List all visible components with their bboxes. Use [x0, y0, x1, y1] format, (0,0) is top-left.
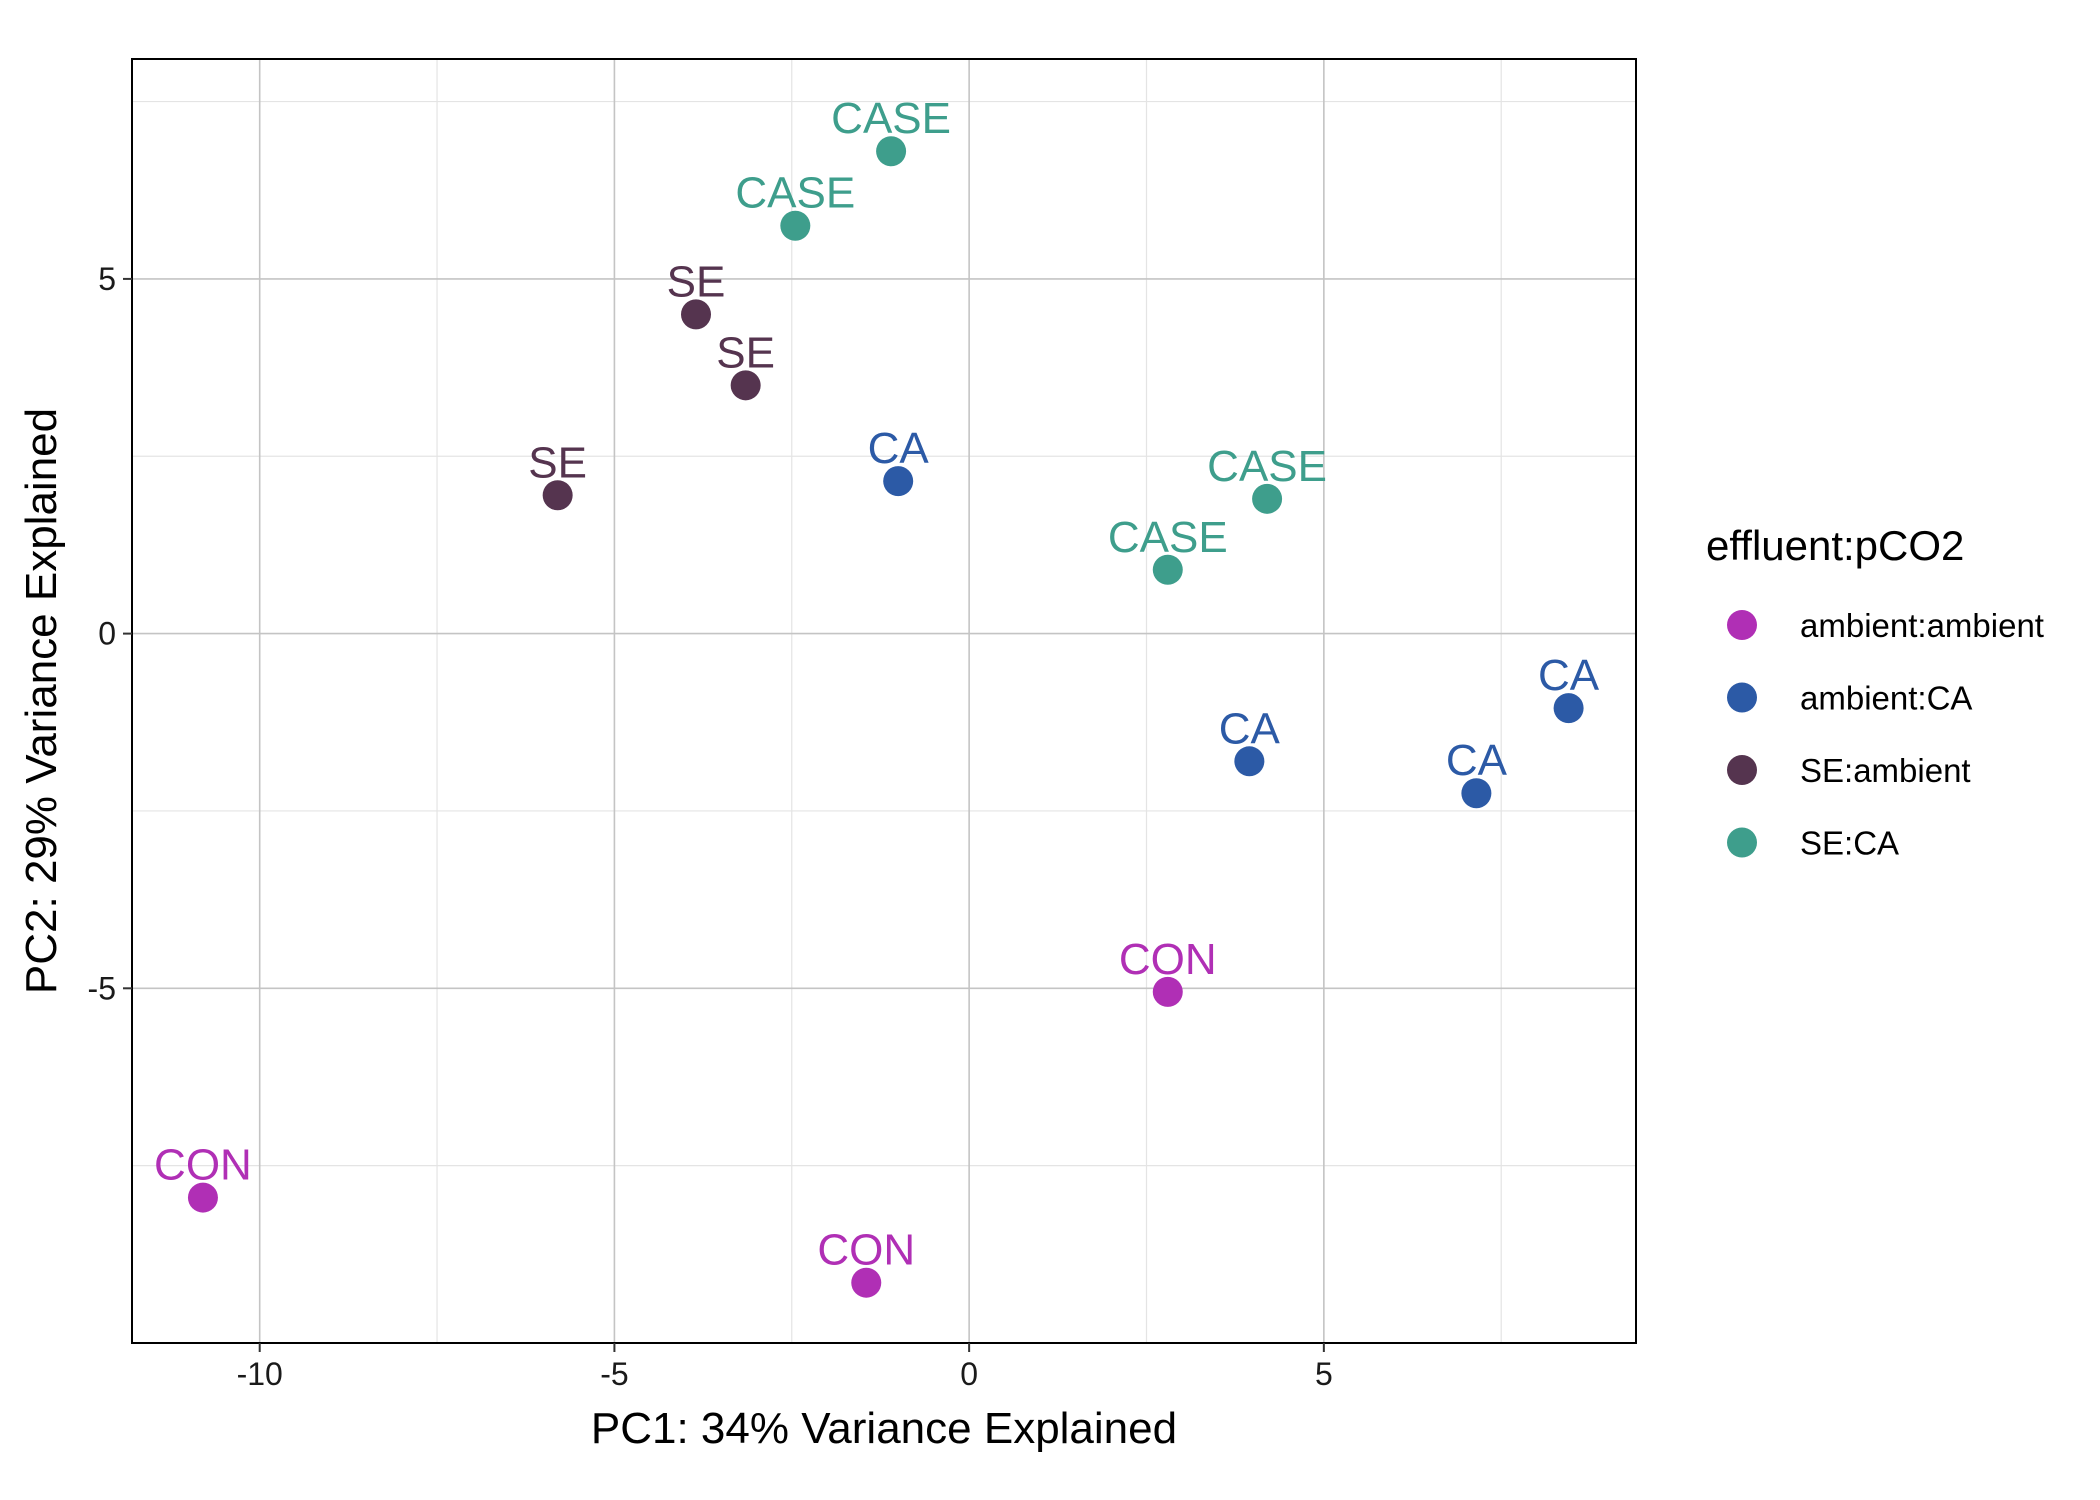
axis-ticks: -10 -5 0 5 -5 0 5 [88, 261, 1333, 1392]
point-label: CASE [1108, 513, 1228, 562]
data-point [1152, 976, 1183, 1007]
data-point [851, 1267, 882, 1298]
legend-item-label: ambient:ambient [1800, 607, 2044, 644]
legend-key-marker [1727, 610, 1757, 640]
point-label: SE [716, 328, 775, 377]
legend-item-label: ambient:CA [1800, 680, 1972, 717]
legend-key-marker [1727, 827, 1757, 858]
point-label: CA [868, 424, 930, 473]
data-point [780, 210, 811, 241]
data-point [1461, 778, 1492, 809]
plot-panel-border [131, 58, 1637, 1344]
point-label: CON [817, 1226, 915, 1275]
data-point [1553, 693, 1584, 724]
data-point [1252, 483, 1283, 514]
x-tick-label: -5 [600, 1356, 628, 1392]
point-label: CA [1219, 704, 1281, 753]
legend-title: effluent:pCO2 [1706, 522, 1964, 569]
y-axis-title: PC2: 29% Variance Explained [17, 408, 66, 994]
legend-item-label: SE:ambient [1800, 752, 1971, 789]
x-tick-label: -10 [237, 1356, 283, 1392]
point-label: CON [1119, 935, 1217, 984]
data-point [542, 480, 573, 511]
legend-key-marker [1727, 682, 1757, 713]
y-tick-label: 0 [98, 616, 116, 652]
point-label: CA [1446, 736, 1508, 785]
point-label: CASE [831, 94, 951, 143]
point-label: CON [154, 1141, 252, 1190]
data-point [883, 466, 914, 497]
y-tick-label: -5 [88, 970, 116, 1006]
data-point [876, 136, 907, 167]
point-label: CASE [1207, 442, 1327, 491]
point-label: SE [667, 257, 726, 306]
legend-item-label: SE:CA [1800, 825, 1899, 862]
data-point [187, 1182, 218, 1213]
x-tick-label: 0 [960, 1356, 978, 1392]
y-tick-label: 5 [98, 261, 116, 297]
x-tick-label: 5 [1315, 1356, 1333, 1392]
data-point [730, 370, 761, 401]
point-label: CA [1538, 651, 1600, 700]
point-label: SE [528, 438, 587, 487]
data-point [1234, 746, 1265, 777]
data-point [681, 299, 711, 330]
x-axis-title: PC1: 34% Variance Explained [591, 1404, 1177, 1453]
point-label: CASE [735, 169, 855, 218]
grid-lines [132, 59, 1636, 1343]
legend: effluent:pCO2 ambient:ambient ambient:CA S… [1706, 522, 2044, 862]
legend-key-marker [1727, 755, 1757, 785]
data-point [1152, 554, 1183, 585]
